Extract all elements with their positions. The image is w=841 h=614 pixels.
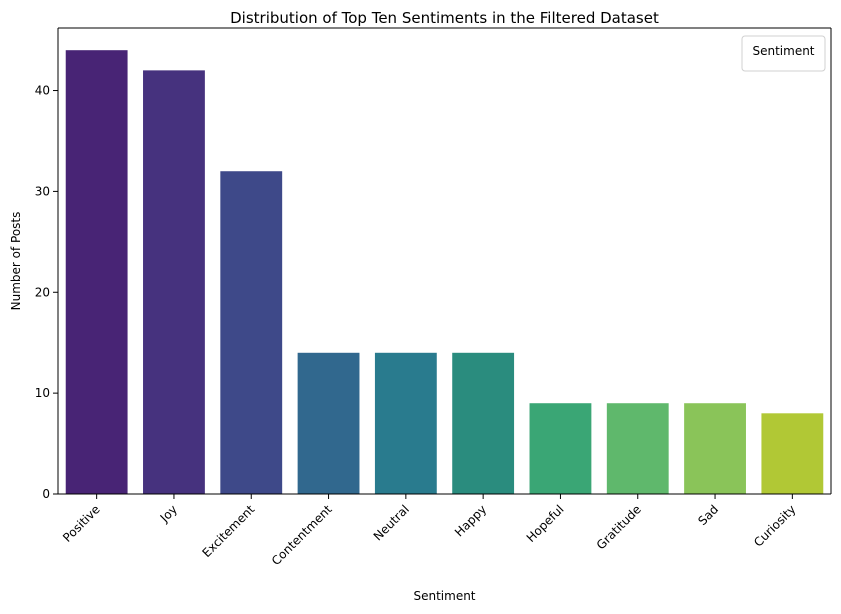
y-tick-label: 0	[42, 487, 50, 501]
x-tick-label: Joy	[157, 502, 180, 525]
y-axis-label: Number of Posts	[9, 212, 23, 311]
x-tick-label: Positive	[60, 502, 103, 545]
x-tick-label: Excitement	[199, 502, 257, 560]
x-axis-label: Sentiment	[413, 589, 475, 603]
bar-hopeful	[529, 403, 592, 494]
bar-neutral	[374, 352, 437, 494]
chart-title: Distribution of Top Ten Sentiments in th…	[230, 9, 659, 27]
bar-happy	[452, 352, 515, 494]
x-tick-label: Happy	[452, 502, 489, 539]
x-tick-label: Gratitude	[594, 502, 644, 552]
bar-positive	[65, 50, 128, 494]
legend-title: Sentiment	[752, 44, 814, 58]
x-ticks-group: Positive Joy Excitement Contentment Neutral H…	[60, 494, 798, 568]
bar-excitement	[220, 171, 283, 494]
bar-sad	[684, 403, 746, 494]
legend-box	[741, 35, 826, 72]
y-tick-label: 10	[35, 386, 50, 400]
y-tick-label: 30	[35, 184, 50, 198]
bar-contentment	[297, 352, 360, 494]
y-tick-label: 40	[35, 84, 50, 98]
axes-group	[57, 27, 832, 495]
bar-gratitude	[606, 403, 669, 494]
x-tick-label: Contentment	[269, 502, 335, 568]
bars-group	[65, 50, 824, 494]
x-tick-label: Sad	[695, 502, 721, 528]
y-tick-label: 20	[35, 285, 50, 299]
legend: Sentiment	[741, 35, 826, 72]
x-tick-label: Curiosity	[751, 502, 798, 549]
x-tick-label: Hopeful	[524, 502, 567, 545]
x-tick-label: Neutral	[371, 502, 412, 543]
bar-joy	[143, 70, 205, 494]
y-ticks-group: 0 10 20 30 40	[35, 84, 58, 501]
bar-curiosity	[761, 413, 824, 494]
